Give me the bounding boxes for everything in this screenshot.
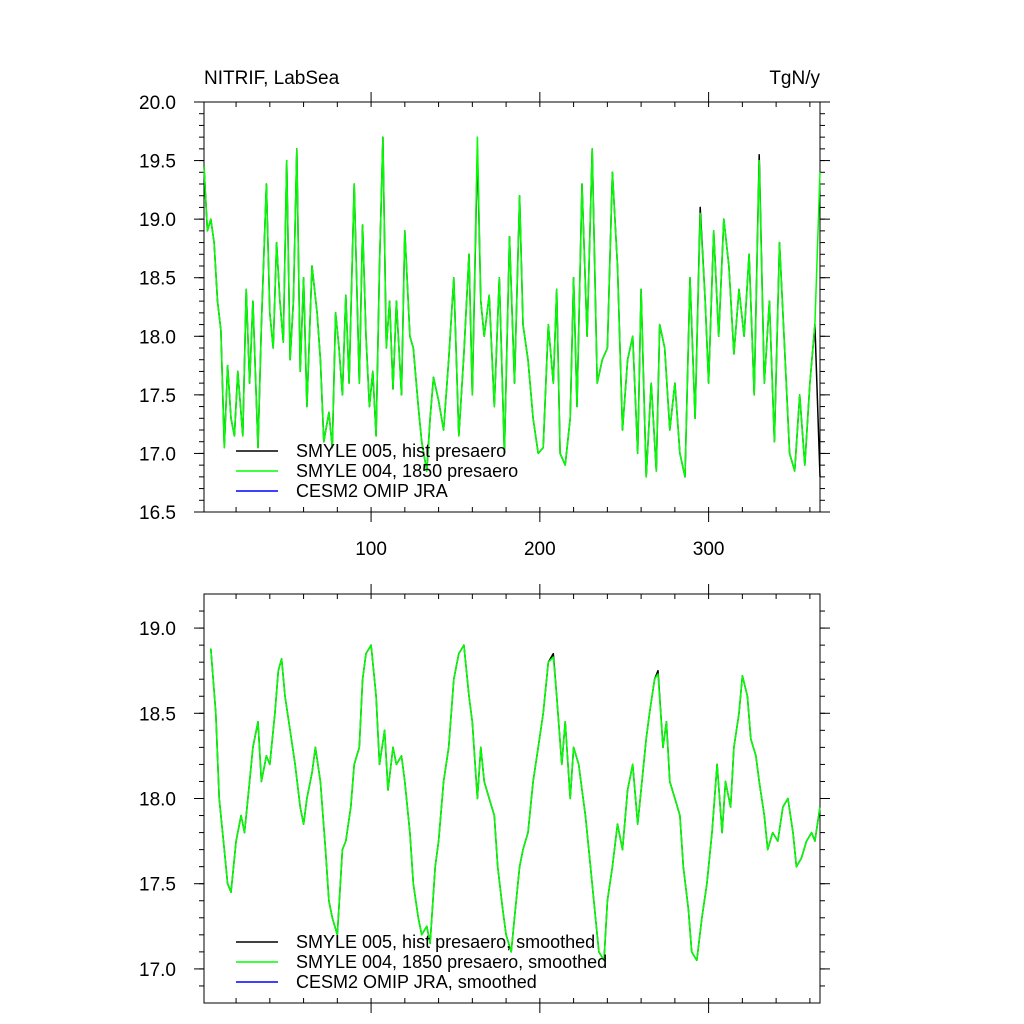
y-tick-label: 18.0 (139, 790, 176, 811)
y-tick-label: 17.0 (139, 444, 176, 465)
units-label: TgN/y (769, 68, 820, 89)
y-tick-label: 17.5 (139, 386, 176, 407)
panel-title: NITRIF, LabSea (204, 68, 340, 89)
y-tick-label: 20.0 (139, 93, 176, 114)
legend-label-1: SMYLE 004, 1850 presaero (296, 461, 518, 481)
y-tick-label: 18.0 (139, 327, 176, 348)
y-tick-label: 17.5 (139, 875, 176, 896)
y-tick-label: 19.5 (139, 152, 176, 173)
legend-label-0: SMYLE 005, hist presaero, smoothed (296, 932, 595, 952)
legend-label-2: CESM2 OMIP JRA, smoothed (296, 972, 537, 992)
y-tick-label: 17.0 (139, 960, 176, 981)
series-line-1 (210, 644, 821, 962)
legend-label-1: SMYLE 004, 1850 presaero, smoothed (296, 952, 607, 972)
y-tick-label: 16.5 (139, 503, 176, 524)
top-panel: NITRIF, LabSea TgN/y 100 200 300 16.5 17.0 17… (139, 68, 830, 560)
series-line-1 (203, 136, 821, 478)
x-tick-label: 200 (524, 539, 556, 560)
y-tick-label: 19.0 (139, 619, 176, 640)
y-tick-label: 18.5 (139, 269, 176, 290)
legend-label-2: CESM2 OMIP JRA (296, 481, 448, 501)
x-tick-label: 100 (355, 539, 387, 560)
y-tick-label: 19.0 (139, 210, 176, 231)
plot-frame (203, 101, 821, 513)
y-tick-label: 18.5 (139, 704, 176, 725)
legend-label-0: SMYLE 005, hist presaero (296, 441, 506, 461)
bottom-panel: 17.0 17.5 18.0 18.5 19.0 SMYLE 005, hist pres… (139, 584, 830, 1013)
x-tick-label: 300 (693, 539, 725, 560)
